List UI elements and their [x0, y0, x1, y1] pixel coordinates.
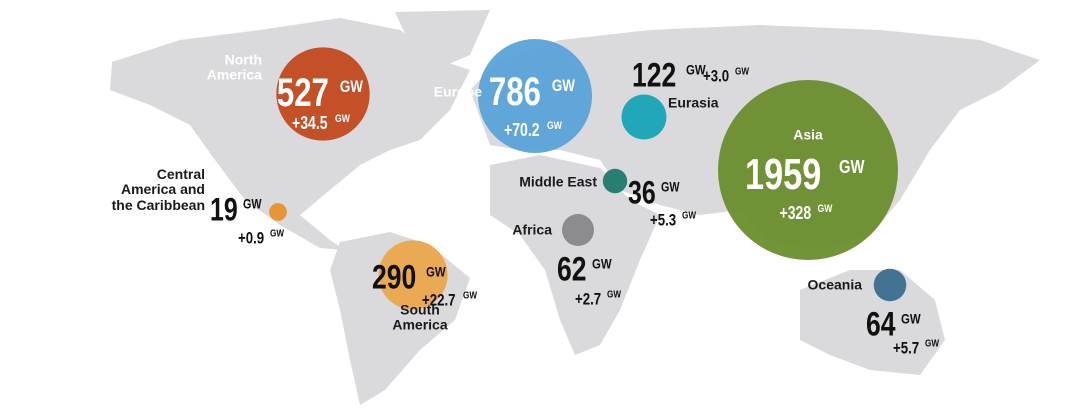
capacity-label: 290 GW: [372, 258, 450, 297]
capacity-value: 527: [276, 71, 329, 115]
capacity-label: 1959 GW: [744, 149, 871, 199]
region-name: South America: [392, 301, 448, 333]
region-name: Oceania: [807, 276, 862, 293]
region-name: Eurasia: [668, 94, 719, 111]
capacity-label: 19 GW: [210, 192, 266, 227]
bubble: [477, 38, 593, 154]
capacity-value: 19: [210, 191, 238, 228]
unit: GW: [606, 289, 621, 301]
unit: GW: [269, 228, 284, 240]
growth-value: +70.2: [504, 120, 540, 141]
growth-label: +0.9 GW: [238, 228, 287, 247]
unit: GW: [335, 113, 351, 126]
capacity-label: 36 GW: [628, 175, 684, 210]
bubble: [718, 80, 898, 260]
unit: GW: [681, 210, 696, 222]
growth-value: +5.7: [893, 337, 920, 357]
growth-value: +34.5: [292, 113, 328, 134]
capacity-value: 122: [632, 56, 677, 95]
capacity-label: 64 GW: [866, 305, 926, 344]
growth-value: +3.0: [703, 65, 730, 85]
unit: GW: [462, 290, 478, 302]
growth-label: +328 GW: [779, 203, 837, 224]
bubble: [269, 203, 287, 221]
capacity-value: 62: [557, 250, 587, 289]
growth-label: +2.7 GW: [575, 289, 624, 308]
bubble: [276, 47, 370, 141]
capacity-label: 122 GW: [632, 56, 710, 95]
capacity-value: 1959: [744, 149, 822, 199]
growth-label: +5.7 GW: [893, 338, 942, 357]
africa: [490, 155, 660, 355]
unit: GW: [839, 156, 865, 178]
region-name: Middle East: [519, 173, 597, 190]
region-name: Africa: [512, 221, 552, 238]
unit: GW: [591, 255, 612, 272]
region-name: Central America and the Caribbean: [111, 165, 205, 213]
unit: GW: [734, 66, 749, 78]
greenland: [395, 10, 490, 72]
growth-value: +328: [779, 203, 812, 224]
unit: GW: [242, 196, 262, 212]
unit: GW: [340, 76, 364, 96]
growth-value: +22.7: [422, 289, 456, 309]
capacity-value: 786: [488, 70, 541, 114]
region-name: Europe: [433, 83, 482, 100]
bubble: [378, 240, 448, 310]
australia: [800, 270, 945, 375]
bubble: [561, 213, 595, 247]
capacity-label: 62 GW: [557, 250, 617, 289]
region-name: Asia: [793, 126, 823, 143]
growth-label: +34.5 GW: [292, 113, 354, 134]
unit: GW: [547, 120, 563, 133]
unit: GW: [660, 179, 680, 195]
unit: GW: [900, 310, 921, 327]
region-name: North America: [206, 51, 262, 83]
capacity-label: 527 GW: [277, 71, 369, 115]
north-america: [110, 18, 470, 250]
bubble: [602, 168, 628, 194]
growth-label: +3.0 GW: [703, 66, 752, 85]
growth-value: +2.7: [575, 288, 602, 308]
unit: GW: [924, 338, 939, 350]
unit: GW: [552, 75, 576, 95]
growth-label: +70.2 GW: [504, 120, 566, 141]
capacity-value: 290: [372, 258, 417, 297]
growth-value: +0.9: [238, 227, 265, 247]
bubble: [621, 94, 667, 140]
growth-value: +5.3: [650, 209, 677, 229]
unit: GW: [425, 263, 446, 280]
growth-label: +5.3 GW: [650, 210, 699, 229]
bubble: [873, 268, 907, 302]
growth-label: +22.7 GW: [422, 290, 481, 309]
capacity-label: 786 GW: [489, 70, 581, 114]
unit: GW: [685, 61, 706, 78]
capacity-value: 36: [628, 174, 656, 211]
unit: GW: [817, 203, 833, 216]
capacity-value: 64: [866, 305, 896, 344]
